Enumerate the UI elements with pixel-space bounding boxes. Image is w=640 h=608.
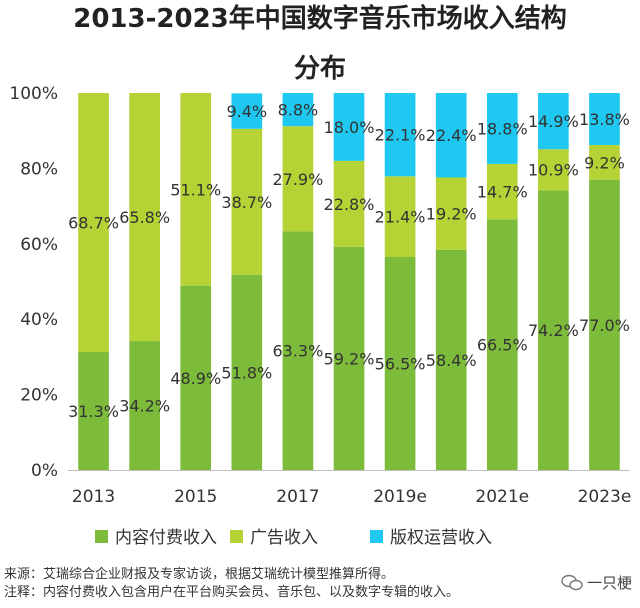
bar-segment (78, 351, 109, 470)
data-label: 74.2% (528, 321, 579, 340)
bar-segment (333, 160, 365, 247)
legend-swatch (370, 530, 383, 543)
bar-segment (486, 219, 518, 470)
data-label: 14.9% (528, 112, 579, 131)
x-tick-label: 2017 (276, 487, 319, 507)
bar-segment (333, 246, 365, 470)
data-label: 38.7% (221, 193, 272, 212)
data-label: 18.8% (477, 119, 528, 138)
chart-title-line1: 2013-2023年中国数字音乐市场收入结构 (73, 4, 567, 34)
legend-label: 版权运营收入 (390, 528, 492, 548)
data-label: 10.9% (528, 161, 579, 180)
data-label: 58.4% (426, 351, 477, 370)
y-tick-label: 0% (31, 461, 58, 481)
data-label: 66.5% (477, 336, 528, 355)
bar-segment (129, 341, 160, 470)
y-tick-label: 80% (20, 159, 58, 179)
bar-segment (282, 126, 314, 232)
data-label: 13.8% (579, 110, 630, 129)
data-label: 8.8% (278, 101, 319, 120)
bar-segment (486, 163, 518, 220)
data-label: 77.0% (579, 316, 630, 335)
bar-segment (538, 93, 569, 150)
y-tick-label: 40% (20, 310, 58, 330)
bar-segment (180, 93, 212, 286)
watermark: 一只梗 (561, 572, 632, 593)
data-label: 9.4% (226, 102, 267, 121)
data-label: 51.1% (170, 180, 221, 199)
data-label: 18.0% (324, 118, 375, 137)
bar-segment (538, 190, 569, 471)
source-note: 来源：艾瑞综合企业财报及专家访谈，根据艾瑞统计模型推算所得。 (4, 567, 395, 582)
data-label: 27.9% (272, 170, 323, 189)
bar-segment (435, 93, 467, 178)
bar-segment (589, 93, 620, 146)
data-label: 21.4% (375, 208, 426, 227)
bar-segment (129, 93, 160, 342)
footnote: 注释：内容付费收入包含用户在平台购买会员、音乐包、以及数字专辑的收入。 (4, 585, 460, 600)
bar-segment (282, 231, 314, 470)
bar-segment (231, 128, 263, 275)
bar-segment (538, 149, 569, 191)
data-label: 31.3% (68, 402, 119, 421)
bar-segment (589, 145, 620, 180)
y-tick-label: 20% (20, 386, 58, 406)
data-label: 9.2% (584, 153, 625, 172)
data-label: 22.1% (375, 126, 426, 145)
bar-segment (78, 93, 109, 352)
x-tick-label: 2015 (174, 487, 217, 507)
bar-segment (231, 93, 263, 129)
data-label: 22.8% (324, 195, 375, 214)
bar-segment (435, 177, 467, 250)
data-label: 34.2% (119, 397, 170, 416)
data-label: 65.8% (119, 208, 170, 227)
data-label: 14.7% (477, 183, 528, 202)
bar-segment (282, 93, 314, 127)
y-tick-label: 100% (9, 84, 58, 104)
x-tick-label: 2021e (475, 487, 529, 507)
chart-title-line2: 分布 (293, 54, 346, 84)
bar-segment (333, 93, 365, 161)
data-label: 22.4% (426, 126, 477, 145)
bar-segment (231, 274, 263, 470)
y-tick-label: 60% (20, 235, 58, 255)
watermark-text: 一只梗 (586, 574, 632, 592)
bar-segment (486, 93, 518, 164)
bar-segment (384, 176, 416, 257)
x-tick-label: 2013 (72, 487, 115, 507)
data-label: 68.7% (68, 213, 119, 232)
legend-label: 内容付费收入 (115, 528, 217, 548)
data-label: 56.5% (375, 354, 426, 373)
legend-label: 广告收入 (250, 528, 318, 548)
bar-segment (435, 249, 467, 470)
wechat-icon (561, 574, 583, 590)
bar-segment (180, 285, 212, 470)
legend-swatch (95, 530, 108, 543)
x-tick-label: 2019e (373, 487, 427, 507)
data-label: 59.2% (324, 349, 375, 368)
data-label: 48.9% (170, 369, 221, 388)
bar-segment (589, 179, 620, 470)
data-label: 63.3% (272, 342, 323, 361)
bar-segment (384, 93, 416, 177)
data-label: 51.8% (221, 363, 272, 382)
stacked-bar-chart: 0% 20% 40% 60% 80% 100% 31.3% 68.7% 2013 34.2% 65.… (9, 84, 632, 548)
legend-swatch (230, 530, 243, 543)
bar-segment (384, 256, 416, 470)
data-label: 19.2% (426, 205, 477, 224)
x-tick-label: 2023e (578, 487, 632, 507)
